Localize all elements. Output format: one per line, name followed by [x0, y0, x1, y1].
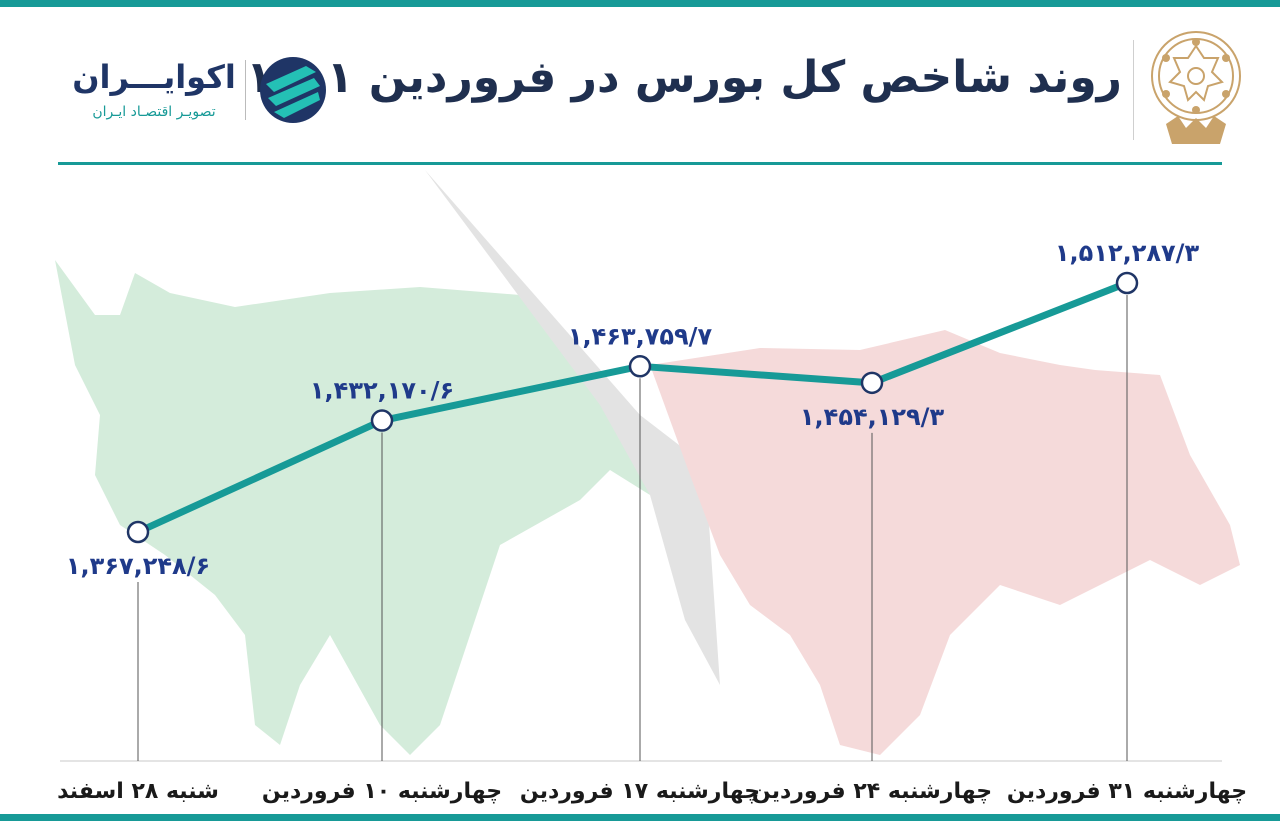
index-line-chart: ۱,۳۶۷,۲۴۸/۶ ۱,۴۳۲,۱۷۰/۶ ۱,۴۶۳,۷۵۹/۷ ۱,۴۵۴,۱…: [55, 170, 1247, 804]
data-point: [126, 520, 150, 544]
value-label: ۱,۳۶۷,۲۴۸/۶: [66, 552, 210, 580]
stock-exchange-seal-icon: [1151, 31, 1241, 144]
logo-divider: [245, 60, 246, 120]
top-accent-bar: [0, 0, 1280, 7]
bull-silhouette: [55, 260, 650, 755]
category-label: چهارشنبه ۱۷ فروردین: [520, 779, 760, 804]
ecoiran-logo-icon: [260, 57, 326, 123]
bear-silhouette: [650, 330, 1240, 755]
bottom-accent-bar: [0, 814, 1280, 821]
value-label: ۱,۵۱۲,۲۸۷/۳: [1055, 239, 1200, 267]
brand-name: اکوایـــران: [72, 58, 236, 96]
category-label: چهارشنبه ۳۱ فروردین: [1007, 779, 1247, 804]
category-label: چهارشنبه ۱۰ فروردین: [262, 779, 502, 804]
category-label: شنبه ۲۸ اسفند: [57, 779, 219, 804]
value-label: ۱,۴۵۴,۱۲۹/۳: [800, 403, 945, 431]
brand-tagline: تصویـر اقتصـاد ایـران: [92, 104, 216, 120]
value-label: ۱,۴۶۳,۷۵۹/۷: [568, 322, 713, 350]
value-label: ۱,۴۳۲,۱۷۰/۶: [310, 377, 454, 405]
data-point: [860, 371, 884, 395]
title-divider: [1133, 40, 1134, 140]
bull-bear-silhouette-icon: [55, 170, 1240, 755]
data-point: [628, 355, 652, 378]
header-rule: [58, 162, 1222, 165]
category-label: چهارشنبه ۲۴ فروردین: [752, 779, 992, 804]
data-point: [1115, 271, 1139, 295]
page-title: روند شاخص کل بورس در فروردین ۱۴۰۱: [246, 52, 1122, 103]
data-point: [370, 409, 394, 432]
